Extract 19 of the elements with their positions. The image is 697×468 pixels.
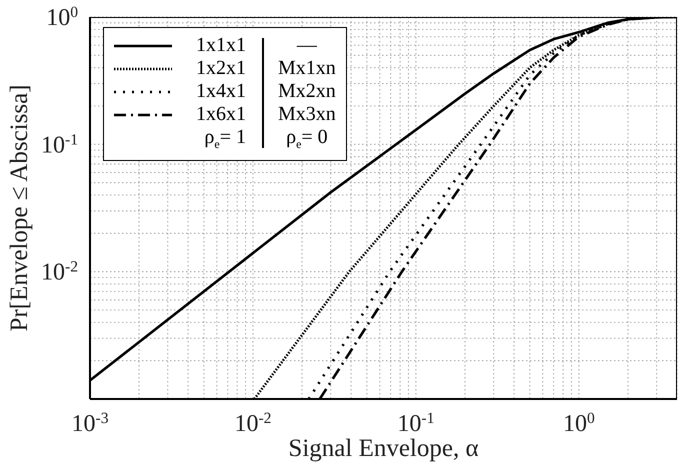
legend-label: 1x1x1 [196, 34, 246, 57]
legend-label: 1x2x1 [196, 57, 246, 80]
annotation: Mx3xn [278, 103, 336, 125]
x-tick-label: 10$^{-3}$ [72, 410, 109, 437]
annotation: Mx2xn [278, 80, 336, 102]
annotation: ρ$_{e}$= 0 [286, 126, 328, 151]
legend-label: 1x4x1 [196, 80, 246, 103]
legend-label: 1x6x1 [196, 103, 246, 126]
x-tick-label: 10$^{-2}$ [234, 410, 272, 437]
x-tick-label: 10$^{-1}$ [397, 410, 434, 437]
annotation: Mx1xn [278, 57, 336, 79]
x-tick-label: 10$^{0}$ [562, 410, 595, 437]
y-tick-label: 10$^{-1}$ [41, 130, 78, 158]
y-tick-label: 10$^{-2}$ [41, 258, 78, 286]
x-axis-title: Signal Envelope, α [288, 435, 479, 462]
y-axis-title: Pr[Envelope ≤ Abscissa] [6, 84, 33, 332]
annotation: — [296, 34, 317, 56]
annotation: ρ$_{e}$= 1 [204, 126, 246, 151]
y-tick-label: 10$^{0}$ [46, 4, 78, 31]
